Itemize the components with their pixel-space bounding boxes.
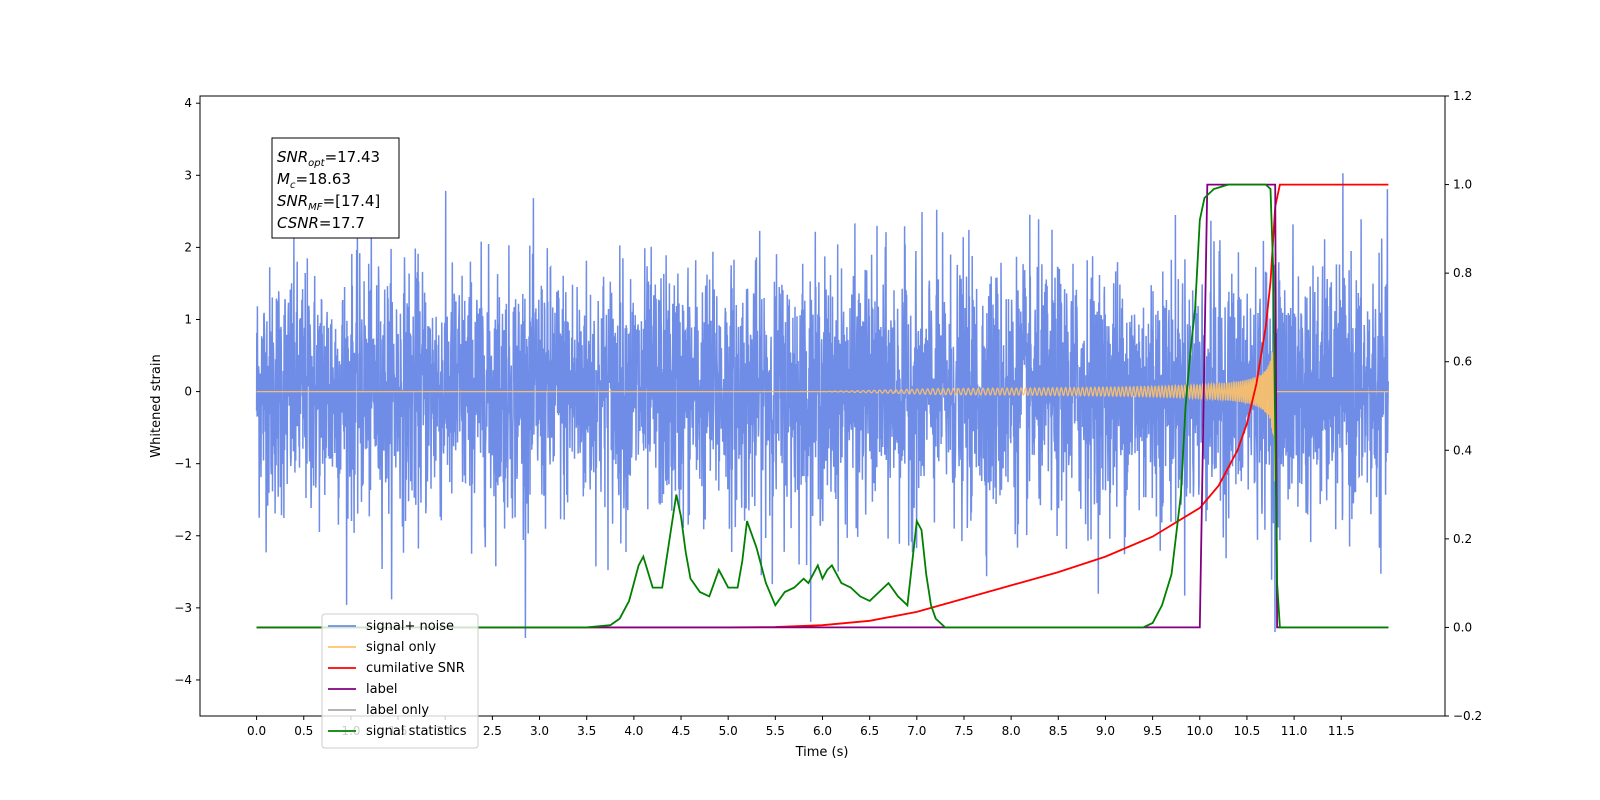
x-tick-label: 9.0: [1096, 724, 1115, 738]
y2-tick-label: 0.2: [1453, 532, 1472, 546]
y2-tick-label: 0.4: [1453, 443, 1472, 457]
x-tick-label: 3.0: [530, 724, 549, 738]
series-signal-statistics: [256, 183, 1389, 629]
x-tick-label: 7.5: [954, 724, 973, 738]
annotation-line: CSNR=17.7: [277, 214, 365, 232]
x-tick-label: 9.5: [1143, 724, 1162, 738]
x-tick-label: 8.5: [1049, 724, 1068, 738]
y-tick-label: −4: [174, 673, 192, 687]
y2-tick-label: 0.8: [1453, 266, 1472, 280]
x-tick-label: 6.0: [813, 724, 832, 738]
y-axis-left: 4 3 2 1 0 −1 −2 −3 −4: [174, 96, 200, 687]
x-tick-label: 11.5: [1328, 724, 1355, 738]
annotation-line: SNRMF=[17.4]: [277, 192, 380, 213]
x-tick-label: 0.5: [294, 724, 313, 738]
legend-entry: signal+ noise: [366, 619, 454, 634]
x-tick-label: 5.0: [719, 724, 738, 738]
x-tick-label: 5.5: [766, 724, 785, 738]
y-tick-label: 4: [184, 96, 192, 110]
y-tick-label: −2: [174, 529, 192, 543]
x-tick-label: 3.5: [577, 724, 596, 738]
x-tick-label: 4.0: [624, 724, 643, 738]
x-tick-label: 11.0: [1281, 724, 1308, 738]
x-axis-label: Time (s): [795, 745, 849, 760]
annotation-box: SNRopt=17.43Mc=18.63SNRMF=[17.4]CSNR=17.…: [271, 137, 400, 239]
series-layer: [255, 173, 1390, 639]
annotation-line: Mc=18.63: [277, 170, 351, 191]
series-cumilative-snr: [256, 183, 1389, 629]
x-tick-label: 2.5: [483, 724, 502, 738]
legend-entry: label only: [366, 703, 429, 718]
legend-entry: signal statistics: [366, 724, 467, 739]
y-axis-label: Whitened strain: [149, 354, 164, 457]
series-signal-noise: [255, 173, 1390, 639]
x-axis: 0.00.51.01.52.02.53.03.54.04.55.05.56.06…: [247, 716, 1355, 738]
y-tick-label: −3: [174, 601, 192, 615]
x-tick-label: 10.5: [1234, 724, 1261, 738]
legend-frame: [321, 613, 479, 749]
x-tick-label: 10.0: [1186, 724, 1213, 738]
x-tick-label: 4.5: [671, 724, 690, 738]
y-tick-label: 1: [184, 312, 192, 326]
legend: signal+ noise signal only cumilative SNR la…: [321, 613, 479, 749]
legend-entry: cumilative SNR: [366, 661, 465, 676]
annotation-line: SNRopt=17.43: [277, 148, 380, 169]
x-tick-label: 8.0: [1002, 724, 1021, 738]
y2-tick-label: 0.0: [1453, 620, 1472, 634]
y2-tick-label: −0.2: [1453, 709, 1482, 723]
y-axis-right: 1.2 1.0 0.8 0.6 0.4 0.2 0.0 −0.2: [1445, 89, 1482, 723]
series-signal-only: [256, 292, 1389, 482]
y2-tick-label: 1.0: [1453, 178, 1472, 192]
legend-entry: label: [366, 682, 397, 697]
x-tick-label: 0.0: [247, 724, 266, 738]
x-tick-label: 7.0: [907, 724, 926, 738]
y2-tick-label: 1.2: [1453, 89, 1472, 103]
x-tick-label: 6.5: [860, 724, 879, 738]
y-tick-label: 0: [184, 385, 192, 399]
legend-entry: signal only: [366, 640, 436, 655]
y-tick-label: 2: [184, 240, 192, 254]
y-tick-label: 3: [184, 168, 192, 182]
y-tick-label: −1: [174, 457, 192, 471]
y2-tick-label: 0.6: [1453, 355, 1472, 369]
